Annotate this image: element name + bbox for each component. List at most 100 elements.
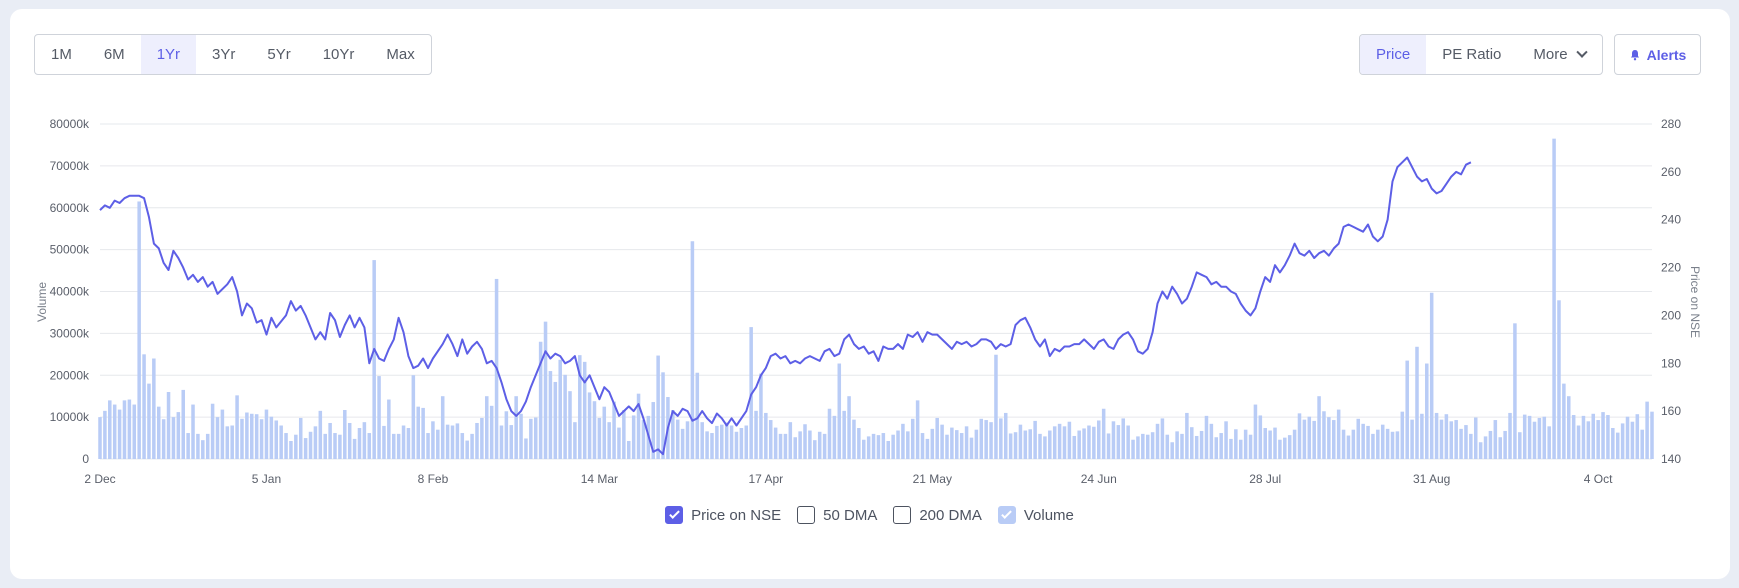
volume-bar [445,424,450,459]
volume-bar [514,396,518,459]
volume-bar [250,413,254,459]
volume-bar [861,439,866,459]
range-button-1yr[interactable]: 1Yr [140,35,197,74]
volume-bar [225,426,230,459]
volume-bar [1312,420,1316,459]
x-tick-label: 24 Jun [1081,472,1117,486]
volume-bar [147,383,151,459]
volume-bar [720,424,724,459]
legend-item-volume[interactable]: Volume [997,506,1074,524]
volume-bar [1302,419,1307,459]
volume-bar [215,417,220,459]
volume-bar [455,423,460,459]
volume-bar [220,409,225,459]
price-tick-label: 240 [1661,213,1681,227]
volume-bar [989,422,993,459]
volume-bar [1175,431,1179,459]
legend-item-200-dma[interactable]: 200 DMA [893,506,982,524]
volume-bar [739,428,744,459]
volume-bar [240,418,244,459]
volume-bar [196,433,200,459]
volume-bar [871,433,876,459]
volume-bar [700,422,704,459]
volume-bar [969,437,974,459]
price-button-label: Price [1376,46,1411,63]
volume-bar [1160,418,1165,459]
volume-bar [352,438,357,459]
x-tick-label: 8 Feb [418,472,449,486]
volume-bar [274,420,279,459]
volume-tick-label: 50000k [50,243,90,257]
volume-bar [626,440,631,459]
volume-bar [1596,420,1600,459]
volume-bar [176,412,181,459]
volume-bar [485,396,489,459]
volume-bar [602,406,607,459]
volume-bar [1048,430,1052,459]
price-tick-label: 200 [1661,308,1681,322]
volume-bar [1371,433,1375,459]
volume-bar [822,433,827,459]
volume-bar [318,410,323,459]
volume-bar [578,355,582,459]
volume-bar [778,433,783,459]
range-button-max[interactable]: Max [386,46,415,63]
volume-bar [1429,292,1434,459]
volume-axis-title: Volume [35,282,49,322]
x-tick-label: 2 Dec [84,472,115,486]
range-button-6m[interactable]: 6M [103,46,125,63]
volume-bar [984,420,988,459]
volume-bar [1003,412,1008,459]
legend-label: 200 DMA [919,506,982,524]
volume-bar [465,440,469,459]
price-button[interactable]: Price [1360,35,1427,74]
legend-checkbox[interactable] [997,506,1016,524]
volume-bar [1425,363,1429,459]
volume-bar [764,412,768,459]
legend-checkbox[interactable] [665,506,684,524]
volume-bar [1283,437,1287,459]
x-tick-label: 28 Jul [1249,472,1281,486]
legend-checkbox[interactable] [893,506,912,524]
legend-item-50-dma[interactable]: 50 DMA [797,506,877,524]
pe-ratio-button[interactable]: PE Ratio [1426,35,1517,74]
volume-bar [362,422,367,459]
volume-bar [1253,404,1258,459]
volume-bar [1057,423,1062,459]
volume-bar [744,425,749,459]
volume-bar [436,429,440,459]
range-button-5yr[interactable]: 5Yr [267,46,291,63]
range-button-10yr[interactable]: 10Yr [322,46,355,63]
volume-bar [1557,300,1561,459]
volume-bar [1527,415,1532,459]
volume-bar [1273,427,1277,459]
volume-bar [1562,383,1566,459]
volume-bar [489,405,494,459]
volume-bar [768,420,773,459]
legend-item-price-on-nse[interactable]: Price on NSE [665,506,781,524]
volume-bar [813,440,817,459]
volume-bar [651,402,655,459]
alerts-button[interactable]: Alerts [1614,34,1701,75]
legend-checkbox[interactable] [797,506,816,524]
volume-bar [98,417,102,459]
volume-bar [1013,432,1018,459]
volume-bar [230,425,234,459]
range-button-3yr[interactable]: 3Yr [212,46,236,63]
volume-bar [817,431,822,459]
volume-bar [1415,346,1419,459]
volume-bar [1219,433,1223,459]
check-icon [668,508,680,519]
chart-card: 1M 6M 1Yr 3Yr 5Yr 10Yr Max Price PE Ratio More… [10,9,1730,579]
volume-bar [519,413,523,459]
volume-bar [303,438,308,459]
volume-bar [1586,421,1591,459]
volume-bar [127,399,132,459]
volume-bar [1209,423,1214,459]
volume-bar [1204,415,1209,459]
more-dropdown[interactable]: More [1517,35,1601,74]
range-button-1m[interactable]: 1M [51,46,72,63]
volume-bar [568,391,572,459]
legend-label: 50 DMA [823,506,878,524]
volume-bar [1141,433,1145,459]
